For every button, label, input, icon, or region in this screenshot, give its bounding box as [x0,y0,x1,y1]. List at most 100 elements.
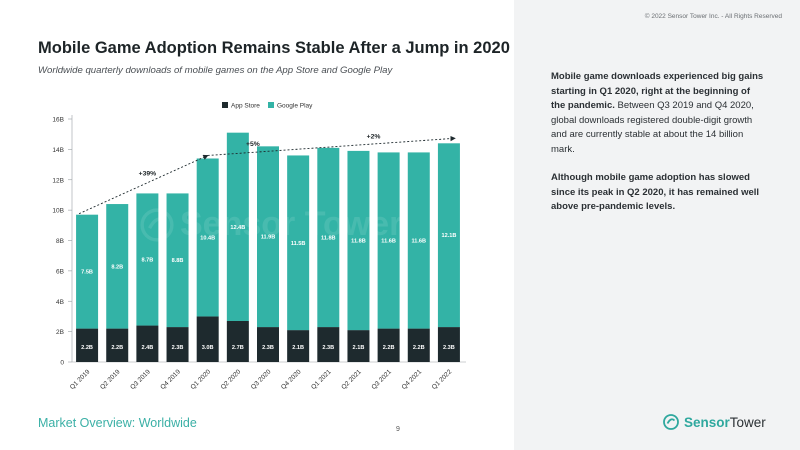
bar-google-play [377,152,400,329]
data-label-app-store: 2.1B [353,345,365,351]
y-tick-label: 0 [60,360,64,367]
sensor-tower-logo: SensorTower [663,414,766,430]
data-label-google-play: 11.6B [381,239,396,245]
data-label-google-play: 11.9B [261,235,276,241]
data-label-google-play: 11.8B [321,235,336,241]
bar-app-store [226,320,249,362]
legend-label-google-play: Google Play [277,103,313,110]
growth-annotation-label: +39% [139,171,157,178]
bar-google-play [437,143,460,328]
data-label-app-store: 2.3B [172,345,184,351]
x-tick-label: Q2 2020 [220,368,243,391]
growth-annotation-label: +5% [246,141,260,148]
bar-app-store [136,325,159,362]
data-label-app-store: 2.2B [383,345,395,351]
y-tick-label: 6B [56,268,64,275]
bar-google-play [407,152,430,329]
bar-google-play [226,132,249,321]
section-label: Market Overview: Worldwide [38,416,197,430]
data-label-app-store: 2.2B [413,345,425,351]
page-title: Mobile Game Adoption Remains Stable Afte… [38,39,510,57]
y-tick-label: 2B [56,329,64,336]
x-tick-label: Q3 2021 [370,368,393,391]
x-tick-label: Q2 2019 [99,368,122,391]
y-tick-label: 4B [56,299,64,306]
bar-google-play [347,150,370,331]
y-tick-label: 10B [52,208,64,215]
x-tick-label: Q1 2022 [431,368,454,391]
data-label-google-play: 8.8B [172,258,184,264]
x-tick-label: Q4 2021 [401,368,424,391]
growth-arrow [78,154,209,215]
bar-app-store [196,316,219,362]
right-panel [514,0,800,450]
y-tick-label: 12B [52,177,64,184]
commentary-panel: Mobile game downloads experienced big ga… [551,70,766,229]
data-label-google-play: 8.7B [141,257,153,263]
data-label-google-play: 11.8B [351,239,366,245]
x-tick-label: Q1 2019 [69,368,92,391]
data-label-app-store: 2.4B [141,345,153,351]
bar-app-store [106,328,129,362]
copyright-notice: © 2022 Sensor Tower Inc. - All Rights Re… [644,13,782,20]
bar-app-store [407,328,430,362]
bar-app-store [166,327,189,362]
data-label-google-play: 10.4B [200,235,215,241]
y-tick-label: 16B [52,117,64,124]
bar-app-store [347,330,370,362]
bar-app-store [257,327,279,362]
page-number: 9 [396,426,400,433]
commentary-1-body: Between Q3 2019 and Q4 2020, global down… [551,100,754,155]
data-label-google-play: 11.6B [411,239,426,245]
x-tick-label: Q1 2021 [310,368,333,391]
logo-wordmark: SensorTower [684,415,766,430]
bar-google-play [317,147,340,328]
data-label-app-store: 3.0B [202,345,214,351]
commentary-paragraph-2: Although mobile game adoption has slowed… [551,171,766,215]
legend-swatch-google-play [268,102,274,108]
commentary-1-highlight: Mobile game downloads experienced big ga… [551,71,764,111]
x-tick-label: Q3 2020 [250,368,273,391]
data-label-app-store: 2.2B [111,345,123,351]
y-tick-label: 8B [56,238,64,245]
bar-app-store [377,328,400,362]
logo-word-tower: Tower [729,414,766,430]
x-tick-label: Q4 2020 [280,368,303,391]
data-label-app-store: 2.2B [81,345,93,351]
bar-app-store [437,327,460,362]
page-subtitle: Worldwide quarterly downloads of mobile … [38,65,393,76]
bar-google-play [76,214,99,329]
legend-label-app-store: App Store [231,103,260,110]
data-label-app-store: 2.3B [443,345,455,351]
data-label-google-play: 7.5B [81,270,93,276]
bar-google-play [257,146,279,328]
x-tick-label: Q2 2021 [340,368,363,391]
growth-annotation-label: +2% [367,133,381,140]
commentary-paragraph-1: Mobile game downloads experienced big ga… [551,70,766,157]
commentary-2-highlight: Although mobile game adoption has slowed… [551,172,760,212]
downloads-chart: 0 2B 4B 6B 8B 10B 12B 14B 16B 2.2B 7.5B Q1 2019 2.2B… [52,102,466,391]
bar-google-play [166,193,189,328]
data-label-app-store: 2.1B [292,345,304,351]
data-label-google-play: 12.4B [230,225,245,231]
bar-google-play [106,204,129,329]
bar-app-store [317,327,340,362]
y-tick-label: 14B [52,147,64,154]
sensor-tower-logo-icon [663,414,679,430]
bar-google-play [287,155,310,331]
data-label-app-store: 2.3B [322,345,334,351]
legend-swatch-app-store [222,102,228,108]
data-label-app-store: 2.7B [232,345,244,351]
data-label-google-play: 12.1B [441,233,456,239]
logo-word-sensor: Sensor [684,414,730,430]
data-label-google-play: 11.5B [291,241,306,247]
data-label-google-play: 8.2B [111,264,123,270]
bar-google-play [136,193,159,326]
x-tick-label: Q3 2019 [129,368,152,391]
bar-google-play [196,158,219,317]
growth-arrow [207,135,456,156]
x-tick-label: Q4 2019 [159,368,182,391]
bar-app-store [76,328,99,362]
bar-app-store [287,330,310,362]
data-label-app-store: 2.3B [262,345,274,351]
